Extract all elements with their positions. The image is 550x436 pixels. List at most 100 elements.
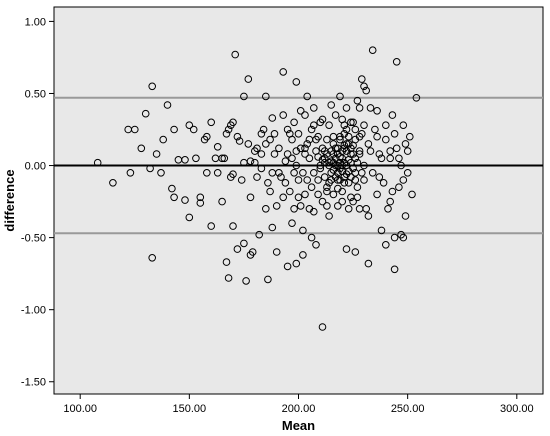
data-point xyxy=(349,197,357,206)
data-point xyxy=(395,183,403,191)
data-point xyxy=(227,121,235,129)
data-points xyxy=(93,46,421,331)
data-point xyxy=(224,125,233,134)
data-point xyxy=(401,212,410,220)
data-point xyxy=(334,169,342,177)
data-point xyxy=(344,140,353,148)
data-point xyxy=(368,169,377,177)
data-point xyxy=(377,154,386,163)
data-point xyxy=(268,223,277,232)
data-point xyxy=(262,140,270,148)
data-point xyxy=(299,251,307,259)
data-point xyxy=(224,274,233,282)
data-point xyxy=(296,202,305,210)
data-point xyxy=(213,143,222,151)
data-point xyxy=(327,101,336,109)
data-point xyxy=(292,78,301,86)
data-point xyxy=(351,176,360,184)
data-point xyxy=(163,101,172,109)
data-point xyxy=(355,132,364,141)
data-point xyxy=(399,121,408,129)
data-point xyxy=(386,197,395,206)
data-point xyxy=(329,190,338,199)
data-point xyxy=(314,176,322,184)
data-point xyxy=(364,140,373,148)
data-point xyxy=(320,147,329,155)
data-point xyxy=(373,190,381,199)
data-point xyxy=(196,199,205,207)
data-point xyxy=(251,147,259,155)
data-point xyxy=(382,121,390,129)
data-point xyxy=(403,147,412,155)
data-point xyxy=(360,121,368,129)
data-point xyxy=(220,154,229,163)
y-tick-label: 1.00 xyxy=(25,16,46,28)
data-point xyxy=(336,135,344,144)
data-point xyxy=(373,132,381,141)
data-point xyxy=(353,193,362,202)
data-point xyxy=(401,140,410,148)
data-point xyxy=(375,150,384,158)
data-point xyxy=(292,259,301,268)
data-point xyxy=(377,226,386,235)
data-point xyxy=(126,169,135,177)
data-point xyxy=(325,179,333,187)
data-point xyxy=(323,187,331,196)
data-point xyxy=(275,169,283,177)
data-point xyxy=(312,241,320,249)
x-tick-label: 300.00 xyxy=(500,403,534,415)
data-point xyxy=(334,144,342,153)
data-point xyxy=(192,154,200,163)
data-point xyxy=(148,82,156,91)
y-axis-title: difference xyxy=(2,169,17,231)
data-point xyxy=(222,258,231,266)
data-point xyxy=(323,202,331,210)
data-point xyxy=(373,107,381,115)
data-point xyxy=(403,169,412,177)
data-point xyxy=(262,92,270,101)
data-point xyxy=(303,92,312,101)
data-point xyxy=(408,190,416,199)
data-point xyxy=(353,183,362,191)
data-point xyxy=(296,107,305,115)
data-point xyxy=(246,157,255,165)
data-point xyxy=(329,132,338,141)
data-point xyxy=(170,193,178,202)
data-point xyxy=(314,190,322,199)
data-point xyxy=(323,183,331,191)
data-point xyxy=(334,202,342,210)
data-point xyxy=(325,158,333,167)
data-point xyxy=(301,111,309,119)
data-point xyxy=(366,104,375,112)
data-point xyxy=(375,173,384,181)
data-point xyxy=(371,125,379,134)
data-point xyxy=(207,118,215,127)
data-point xyxy=(218,197,226,206)
data-point xyxy=(148,253,156,262)
data-point xyxy=(318,115,327,124)
data-point xyxy=(382,135,390,144)
data-point xyxy=(347,118,355,127)
data-point xyxy=(299,226,307,235)
data-point xyxy=(325,121,333,129)
data-point xyxy=(255,230,264,239)
data-point xyxy=(207,222,215,230)
y-tick-label: 0.50 xyxy=(25,88,46,100)
data-point xyxy=(299,169,307,177)
x-axis-title: Mean xyxy=(282,418,315,433)
data-point xyxy=(222,130,231,138)
data-point xyxy=(253,173,261,181)
data-point xyxy=(168,184,176,193)
data-point xyxy=(360,161,368,170)
data-point xyxy=(275,144,283,153)
data-point xyxy=(342,125,351,134)
data-point xyxy=(288,219,296,227)
data-point xyxy=(185,121,194,129)
data-point xyxy=(152,150,161,158)
data-point xyxy=(310,207,318,216)
data-point xyxy=(390,265,399,274)
data-point xyxy=(303,176,312,184)
data-point xyxy=(272,202,281,210)
data-point xyxy=(270,130,279,138)
y-tick-label: -1.50 xyxy=(21,377,46,389)
